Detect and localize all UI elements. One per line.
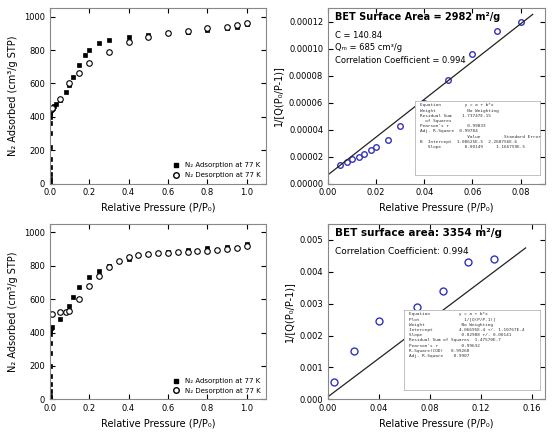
- Text: BET surface area: 3354 m²/g: BET surface area: 3354 m²/g: [334, 228, 502, 238]
- Y-axis label: 1/[Q(P₀/P-1)]: 1/[Q(P₀/P-1)]: [284, 281, 294, 342]
- X-axis label: Relative Pressure (P/P₀): Relative Pressure (P/P₀): [379, 419, 493, 429]
- Text: BET Surface Area = 2982 m²/g: BET Surface Area = 2982 m²/g: [334, 12, 500, 22]
- Legend: N₂ Adsorption at 77 K, N₂ Desorption at 77 K: N₂ Adsorption at 77 K, N₂ Desorption at …: [167, 376, 263, 396]
- Text: C = 140.84: C = 140.84: [334, 31, 382, 40]
- Y-axis label: 1/[Q(P₀/P-1)]: 1/[Q(P₀/P-1)]: [273, 66, 283, 126]
- Y-axis label: N₂ Adsorbed (cm³/g STP): N₂ Adsorbed (cm³/g STP): [8, 251, 18, 372]
- Text: Qₘ = 685 cm³/g: Qₘ = 685 cm³/g: [334, 43, 402, 52]
- X-axis label: Relative Pressure (P/P₀): Relative Pressure (P/P₀): [101, 203, 216, 213]
- Legend: N₂ Adsorption at 77 K, N₂ Desorption at 77 K: N₂ Adsorption at 77 K, N₂ Desorption at …: [167, 160, 263, 180]
- X-axis label: Relative Pressure (P/P₀): Relative Pressure (P/P₀): [101, 419, 216, 429]
- Text: Correlation Coefficient = 0.994: Correlation Coefficient = 0.994: [334, 55, 465, 65]
- Text: Correlation Coefficient: 0.994: Correlation Coefficient: 0.994: [334, 247, 468, 256]
- Y-axis label: N₂ Adsorbed (cm³/g STP): N₂ Adsorbed (cm³/g STP): [8, 36, 18, 156]
- X-axis label: Relative Pressure (P/P₀): Relative Pressure (P/P₀): [379, 203, 493, 213]
